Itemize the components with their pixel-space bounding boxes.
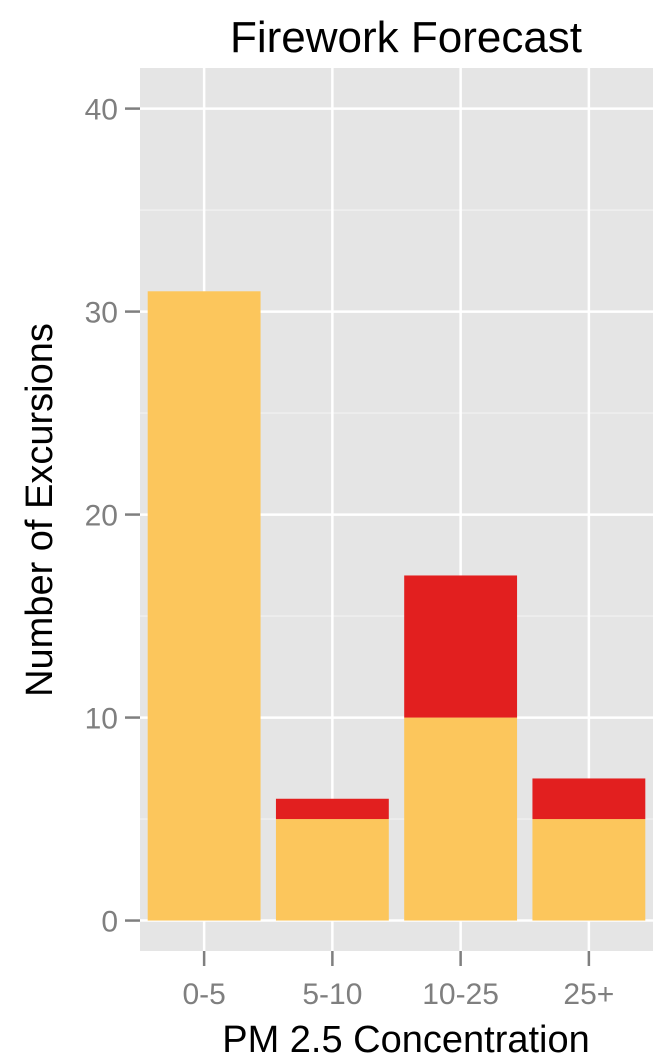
- y-axis-title: Number of Excursions: [19, 323, 61, 697]
- x-tick-label: 10-25: [422, 978, 499, 1011]
- bars: [147, 291, 646, 921]
- bar-25+-series-2: [532, 778, 646, 820]
- y-tick-label: 10: [85, 703, 118, 736]
- bar-5-10-series-1: [275, 819, 389, 921]
- x-axis: 0-5 5-10 10-25 25+: [182, 951, 614, 1011]
- bar-25+-series-1: [532, 819, 646, 921]
- y-tick-label: 0: [101, 906, 118, 939]
- bar-0-5-series-1: [147, 291, 261, 921]
- bar-5-10-series-2: [275, 798, 389, 820]
- bar-10-25-series-1: [404, 717, 518, 921]
- y-tick-label: 30: [85, 297, 118, 330]
- y-tick-label: 20: [85, 500, 118, 533]
- y-tick-label: 40: [85, 94, 118, 127]
- bar-10-25-series-2: [404, 575, 518, 718]
- x-tick-label: 25+: [563, 978, 614, 1011]
- y-axis: 0 10 20 30 40: [85, 94, 140, 939]
- x-tick-label: 0-5: [182, 978, 225, 1011]
- x-tick-label: 5-10: [302, 978, 362, 1011]
- chart-title: Firework Forecast: [230, 13, 582, 62]
- x-axis-title: PM 2.5 Concentration: [222, 1019, 590, 1061]
